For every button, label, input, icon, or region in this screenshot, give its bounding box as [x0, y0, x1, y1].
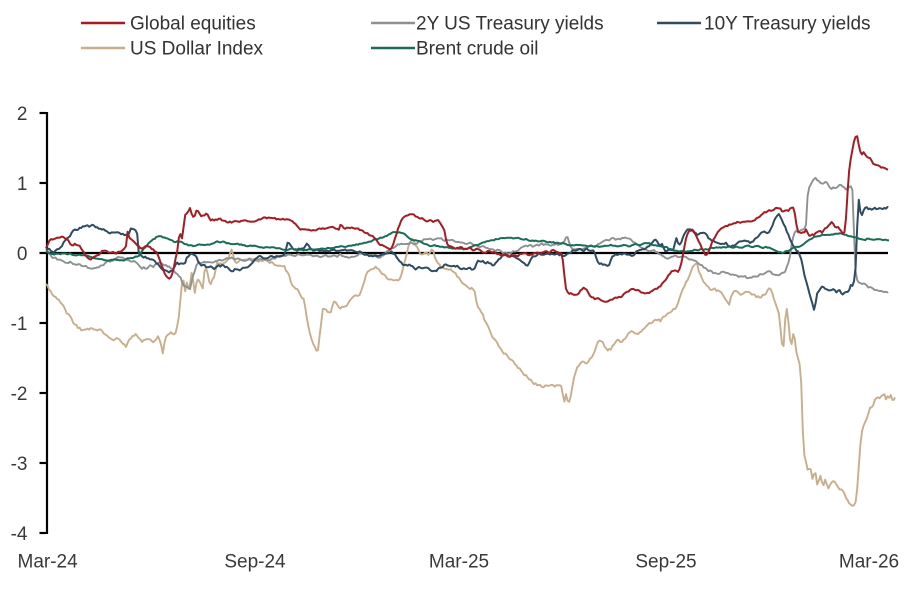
- svg-text:US Dollar Index: US Dollar Index: [130, 39, 264, 60]
- svg-text:-2: -2: [11, 384, 28, 405]
- svg-text:1: 1: [17, 174, 28, 195]
- svg-text:10Y Treasury yields: 10Y Treasury yields: [704, 14, 871, 35]
- svg-text:-4: -4: [11, 524, 28, 545]
- svg-text:Mar-24: Mar-24: [18, 552, 79, 573]
- svg-text:2: 2: [17, 104, 28, 125]
- svg-text:Mar-25: Mar-25: [429, 552, 489, 573]
- svg-text:Brent crude oil: Brent crude oil: [416, 39, 539, 60]
- svg-text:Sep-25: Sep-25: [635, 552, 696, 573]
- svg-text:-3: -3: [11, 454, 28, 475]
- svg-text:Sep-24: Sep-24: [224, 552, 286, 573]
- svg-text:0: 0: [17, 244, 28, 265]
- svg-text:Global equities: Global equities: [130, 14, 256, 35]
- svg-text:2Y US Treasury yields: 2Y US Treasury yields: [416, 14, 604, 35]
- svg-text:-1: -1: [11, 314, 28, 335]
- svg-text:Mar-26: Mar-26: [839, 552, 899, 573]
